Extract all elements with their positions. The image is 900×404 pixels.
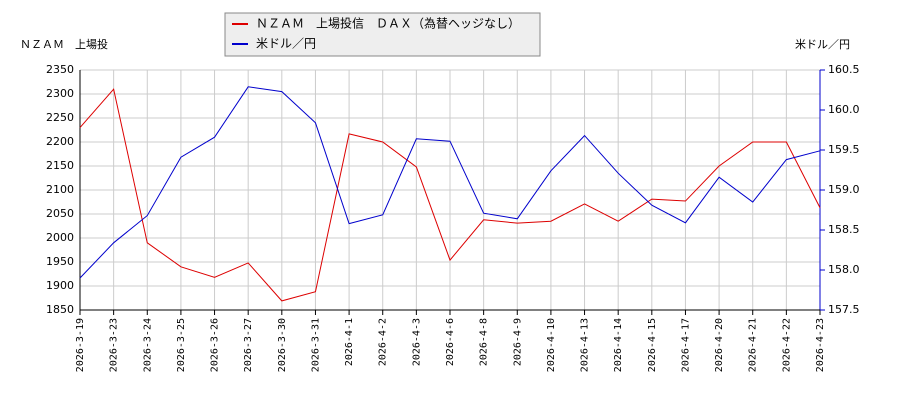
- y2-axis-label: 米ドル／円: [795, 38, 850, 51]
- x-tick-label: 2026-3-26: [210, 318, 221, 372]
- y2-tick-label: 159.5: [828, 143, 860, 156]
- y2-tick-label: 160.5: [828, 63, 860, 76]
- y-tick-label: 1900: [46, 279, 74, 292]
- legend-box: [224, 12, 541, 57]
- y-tick-label: 2100: [46, 183, 74, 196]
- y2-tick-label: 158.0: [828, 263, 860, 276]
- line: [79, 88, 821, 302]
- x-tick-label: 2026-3-19: [75, 318, 86, 372]
- x-tick-label: 2026-4-14: [613, 318, 624, 372]
- y2-tick-label: 157.5: [828, 303, 860, 316]
- x-tick-label: 2026-3-31: [310, 318, 321, 372]
- x-tick-label: 2026-3-30: [277, 318, 288, 372]
- x-tick-label: 2026-4-15: [647, 318, 658, 372]
- y-tick-label: 2050: [46, 207, 74, 220]
- legend-label: 米ドル／円: [256, 37, 316, 51]
- y-tick-label: 2350: [46, 63, 74, 76]
- y-tick-label: 2000: [46, 231, 74, 244]
- x-tick-label: 2026-4-10: [546, 318, 557, 372]
- x-tick-label: 2026-4-23: [815, 318, 826, 372]
- y-tick-label: 1850: [46, 303, 74, 316]
- y-tick-label: 1950: [46, 255, 74, 268]
- y-tick-label: 2250: [46, 111, 74, 124]
- x-tick-label: 2026-4-22: [781, 318, 792, 372]
- x-tick-label: 2026-4-17: [680, 318, 691, 372]
- y2-tick-label: 160.0: [828, 103, 860, 116]
- x-tick-label: 2026-3-25: [176, 318, 187, 372]
- x-tick-label: 2026-4-9: [512, 318, 523, 366]
- y-axis-label: ＮＺＡＭ 上場投: [20, 37, 108, 51]
- y-tick-label: 2300: [46, 87, 74, 100]
- x-tick-label: 2026-3-27: [243, 318, 254, 372]
- x-tick-label: 2026-4-6: [445, 318, 456, 366]
- legend-label: ＮＺＡＭ 上場投信 ＤＡＸ（為替ヘッジなし）: [256, 16, 520, 31]
- y2-tick-label: 158.5: [828, 223, 860, 236]
- x-tick-label: 2026-3-24: [142, 318, 153, 372]
- x-tick-label: 2026-4-21: [748, 318, 759, 372]
- y2-tick-label: 159.0: [828, 183, 860, 196]
- x-tick-label: 2026-3-23: [109, 318, 120, 372]
- y-tick-label: 2150: [46, 159, 74, 172]
- line: [79, 86, 821, 279]
- x-tick-label: 2026-4-13: [580, 318, 591, 372]
- x-tick-label: 2026-4-8: [479, 318, 490, 366]
- x-tick-label: 2026-4-3: [411, 318, 422, 366]
- x-tick-label: 2026-4-20: [714, 318, 725, 372]
- x-tick-label: 2026-4-1: [344, 318, 355, 366]
- x-tick-label: 2026-4-2: [378, 318, 389, 366]
- y-tick-label: 2200: [46, 135, 74, 148]
